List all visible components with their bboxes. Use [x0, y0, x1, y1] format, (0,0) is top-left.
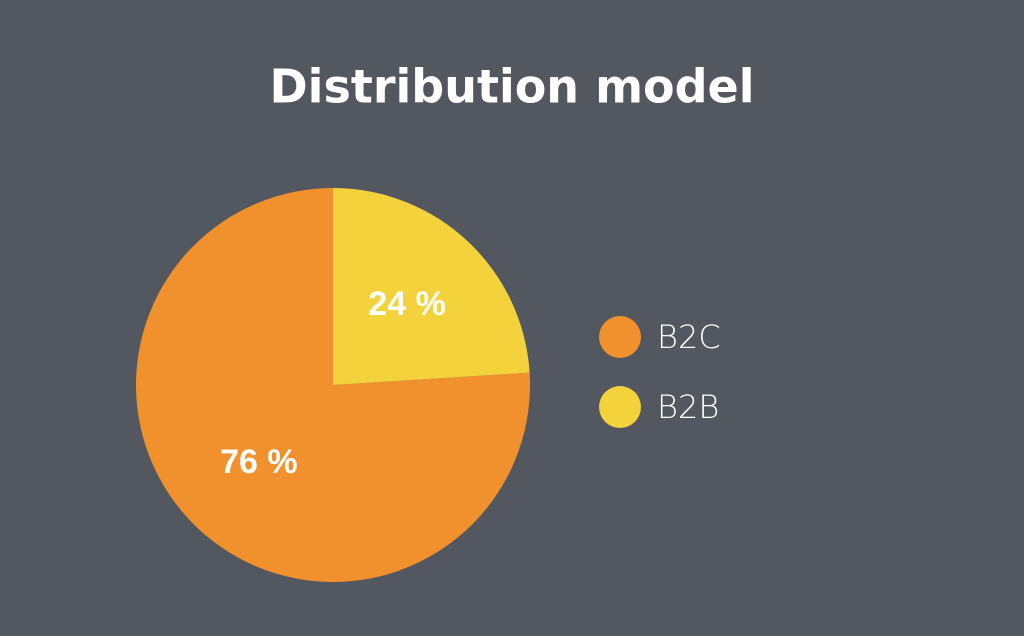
pie-slice [333, 188, 530, 385]
legend-marker [599, 316, 641, 358]
legend-marker [599, 386, 641, 428]
chart-title: Distribution model [270, 60, 755, 114]
legend-label: B2C [657, 318, 721, 356]
value-label: 76 % [220, 443, 298, 481]
legend-label: B2B [657, 388, 719, 426]
value-label: 24 % [368, 285, 446, 323]
